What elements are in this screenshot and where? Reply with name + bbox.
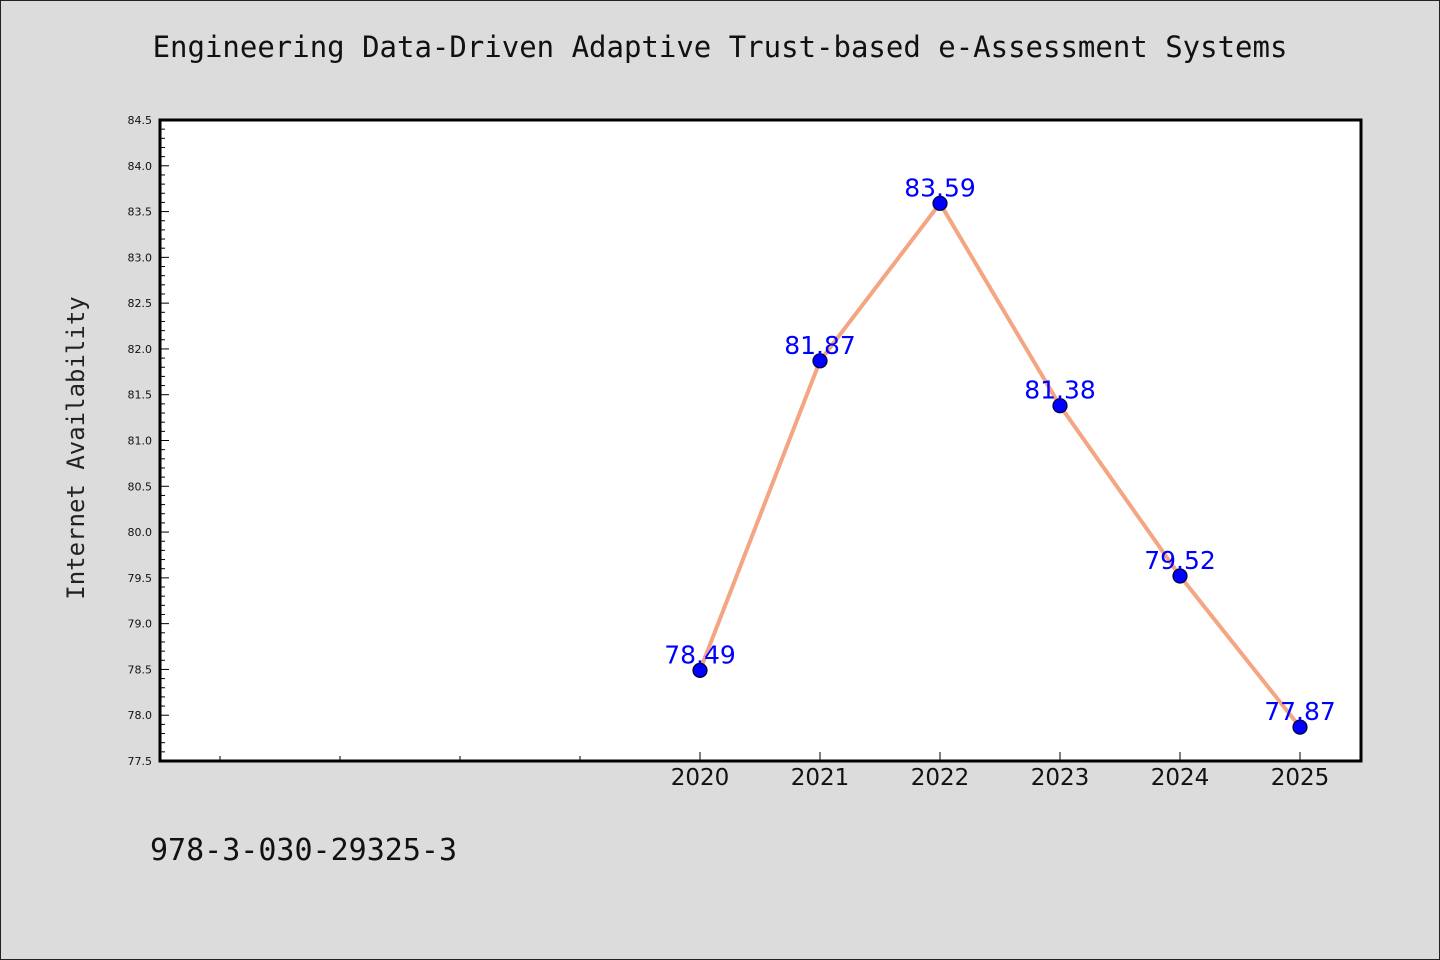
x-tick-label: 2020: [671, 765, 730, 791]
data-point: [1292, 719, 1308, 735]
y-tick-label: 84.5: [128, 114, 153, 127]
y-tick-label: 81.0: [128, 435, 153, 448]
data-label: 81.38: [1024, 376, 1096, 405]
data-label: 77.87: [1264, 697, 1336, 726]
series-group: [692, 195, 1308, 735]
y-tick-label: 83.0: [128, 251, 153, 264]
data-point: [932, 195, 948, 211]
data-label: 83.59: [904, 173, 976, 202]
y-tick-label: 82.0: [128, 343, 153, 356]
y-tick-label: 80.5: [128, 480, 153, 493]
data-point: [1052, 398, 1068, 414]
y-tick-label: 84.0: [128, 160, 153, 173]
plot-area: [158, 118, 1363, 763]
y-tick-label: 79.5: [128, 572, 153, 585]
y-tick-label: 80.0: [128, 526, 153, 539]
y-tick-label: 77.5: [128, 755, 153, 768]
data-point: [1172, 568, 1188, 584]
data-point: [812, 353, 828, 369]
y-tick-label: 78.0: [128, 709, 153, 722]
data-label: 79.52: [1144, 546, 1216, 575]
x-tick-label: 2022: [911, 765, 970, 791]
series-line: [698, 201, 1302, 729]
y-tick-label: 79.0: [128, 618, 153, 631]
y-tick-label: 81.5: [128, 389, 153, 402]
y-tick-label: 82.5: [128, 297, 153, 310]
x-tick-label: 2025: [1271, 765, 1330, 791]
isbn-label: 978-3-030-29325-3: [150, 833, 458, 868]
x-tick-label: 2021: [791, 765, 850, 791]
y-tick-label: 78.5: [128, 663, 153, 676]
x-axis: 2020 2021 2022 2023 2024 2025: [219, 752, 1330, 791]
y-tick-label: 83.5: [128, 206, 153, 219]
data-label: 81.87: [784, 331, 856, 360]
x-tick-label: 2023: [1031, 765, 1090, 791]
data-point: [692, 662, 708, 678]
x-tick-label: 2024: [1151, 765, 1210, 791]
data-label-group: 78.49 81.87 83.59 81.38 79.52 77.87: [664, 173, 1336, 726]
data-label: 78.49: [664, 640, 736, 669]
y-axis: 77.5 78.0 78.5 79.0 79.5 80.0 80.5 81.0 81.5 82.0…: [128, 114, 169, 768]
chart-title: Engineering Data-Driven Adaptive Trust-b…: [152, 30, 1288, 64]
